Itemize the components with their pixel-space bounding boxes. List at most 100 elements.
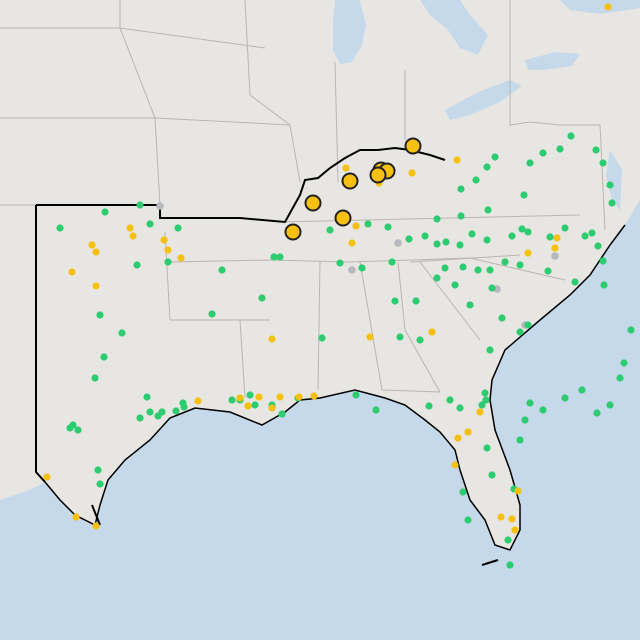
station-marker-green[interactable] (180, 403, 188, 411)
station-marker-green[interactable] (516, 261, 524, 269)
station-marker-green[interactable] (466, 301, 474, 309)
station-marker-gray[interactable] (348, 266, 356, 274)
station-marker-green[interactable] (539, 149, 547, 157)
station-marker-green[interactable] (581, 232, 589, 240)
station-marker-large[interactable] (341, 172, 359, 190)
station-marker-green[interactable] (425, 402, 433, 410)
station-marker-green[interactable] (488, 284, 496, 292)
station-marker-yellow[interactable] (508, 515, 516, 523)
station-marker-green[interactable] (504, 536, 512, 544)
station-marker-yellow[interactable] (43, 473, 51, 481)
station-marker-green[interactable] (561, 224, 569, 232)
station-marker-green[interactable] (474, 266, 482, 274)
station-marker-yellow[interactable] (514, 487, 522, 495)
station-marker-yellow[interactable] (126, 224, 134, 232)
station-marker-large[interactable] (284, 223, 302, 241)
station-marker-green[interactable] (396, 333, 404, 341)
station-marker-yellow[interactable] (408, 169, 416, 177)
station-marker-green[interactable] (482, 396, 490, 404)
station-marker-green[interactable] (483, 163, 491, 171)
station-marker-green[interactable] (567, 132, 575, 140)
station-marker-yellow[interactable] (88, 241, 96, 249)
station-marker-green[interactable] (599, 257, 607, 265)
station-marker-green[interactable] (606, 181, 614, 189)
station-marker-green[interactable] (594, 242, 602, 250)
station-marker-green[interactable] (133, 261, 141, 269)
station-marker-green[interactable] (483, 236, 491, 244)
station-marker-green[interactable] (516, 328, 524, 336)
station-marker-green[interactable] (246, 391, 254, 399)
station-marker-green[interactable] (498, 314, 506, 322)
station-marker-yellow[interactable] (464, 428, 472, 436)
station-marker-large[interactable] (369, 166, 387, 184)
station-marker-yellow[interactable] (453, 156, 461, 164)
station-marker-green[interactable] (578, 386, 586, 394)
station-marker-green[interactable] (472, 176, 480, 184)
station-marker-green[interactable] (484, 206, 492, 214)
station-marker-green[interactable] (524, 321, 532, 329)
station-marker-green[interactable] (91, 374, 99, 382)
station-marker-green[interactable] (501, 258, 509, 266)
station-marker-yellow[interactable] (194, 397, 202, 405)
station-marker-green[interactable] (136, 201, 144, 209)
station-marker-yellow[interactable] (428, 328, 436, 336)
station-marker-green[interactable] (372, 406, 380, 414)
station-marker-green[interactable] (433, 215, 441, 223)
station-marker-yellow[interactable] (177, 254, 185, 262)
station-marker-yellow[interactable] (68, 268, 76, 276)
station-marker-green[interactable] (544, 267, 552, 275)
station-marker-yellow[interactable] (604, 3, 612, 11)
station-marker-yellow[interactable] (342, 164, 350, 172)
station-marker-green[interactable] (526, 399, 534, 407)
station-marker-green[interactable] (599, 159, 607, 167)
station-marker-green[interactable] (526, 159, 534, 167)
station-marker-green[interactable] (174, 224, 182, 232)
station-marker-green[interactable] (486, 266, 494, 274)
station-marker-green[interactable] (391, 297, 399, 305)
station-marker-green[interactable] (561, 394, 569, 402)
station-marker-green[interactable] (459, 263, 467, 271)
station-marker-green[interactable] (251, 401, 259, 409)
station-marker-green[interactable] (456, 241, 464, 249)
station-marker-yellow[interactable] (72, 513, 80, 521)
station-marker-green[interactable] (488, 471, 496, 479)
station-marker-green[interactable] (616, 374, 624, 382)
station-marker-green[interactable] (446, 396, 454, 404)
station-marker-green[interactable] (464, 516, 472, 524)
station-marker-green[interactable] (571, 278, 579, 286)
station-marker-green[interactable] (136, 414, 144, 422)
station-marker-green[interactable] (96, 480, 104, 488)
station-marker-green[interactable] (100, 353, 108, 361)
station-marker-green[interactable] (518, 225, 526, 233)
station-marker-green[interactable] (218, 266, 226, 274)
station-marker-yellow[interactable] (92, 282, 100, 290)
station-marker-yellow[interactable] (160, 236, 168, 244)
station-marker-green[interactable] (433, 274, 441, 282)
station-marker-green[interactable] (627, 326, 635, 334)
station-marker-yellow[interactable] (524, 249, 532, 257)
station-marker-green[interactable] (326, 226, 334, 234)
station-marker-green[interactable] (66, 424, 74, 432)
station-marker-green[interactable] (486, 346, 494, 354)
station-marker-green[interactable] (278, 410, 286, 418)
station-marker-yellow[interactable] (92, 522, 100, 530)
station-marker-green[interactable] (592, 146, 600, 154)
station-marker-green[interactable] (516, 436, 524, 444)
station-marker-green[interactable] (74, 426, 82, 434)
station-marker-green[interactable] (336, 259, 344, 267)
station-marker-green[interactable] (421, 232, 429, 240)
station-marker-green[interactable] (620, 359, 628, 367)
station-marker-green[interactable] (442, 238, 450, 246)
station-marker-green[interactable] (270, 253, 278, 261)
station-marker-green[interactable] (539, 406, 547, 414)
station-marker-green[interactable] (457, 185, 465, 193)
station-marker-green[interactable] (172, 407, 180, 415)
station-marker-yellow[interactable] (451, 461, 459, 469)
station-marker-yellow[interactable] (92, 248, 100, 256)
station-marker-green[interactable] (521, 416, 529, 424)
station-marker-green[interactable] (588, 229, 596, 237)
station-marker-large[interactable] (334, 209, 352, 227)
station-marker-green[interactable] (146, 220, 154, 228)
station-marker-green[interactable] (441, 264, 449, 272)
